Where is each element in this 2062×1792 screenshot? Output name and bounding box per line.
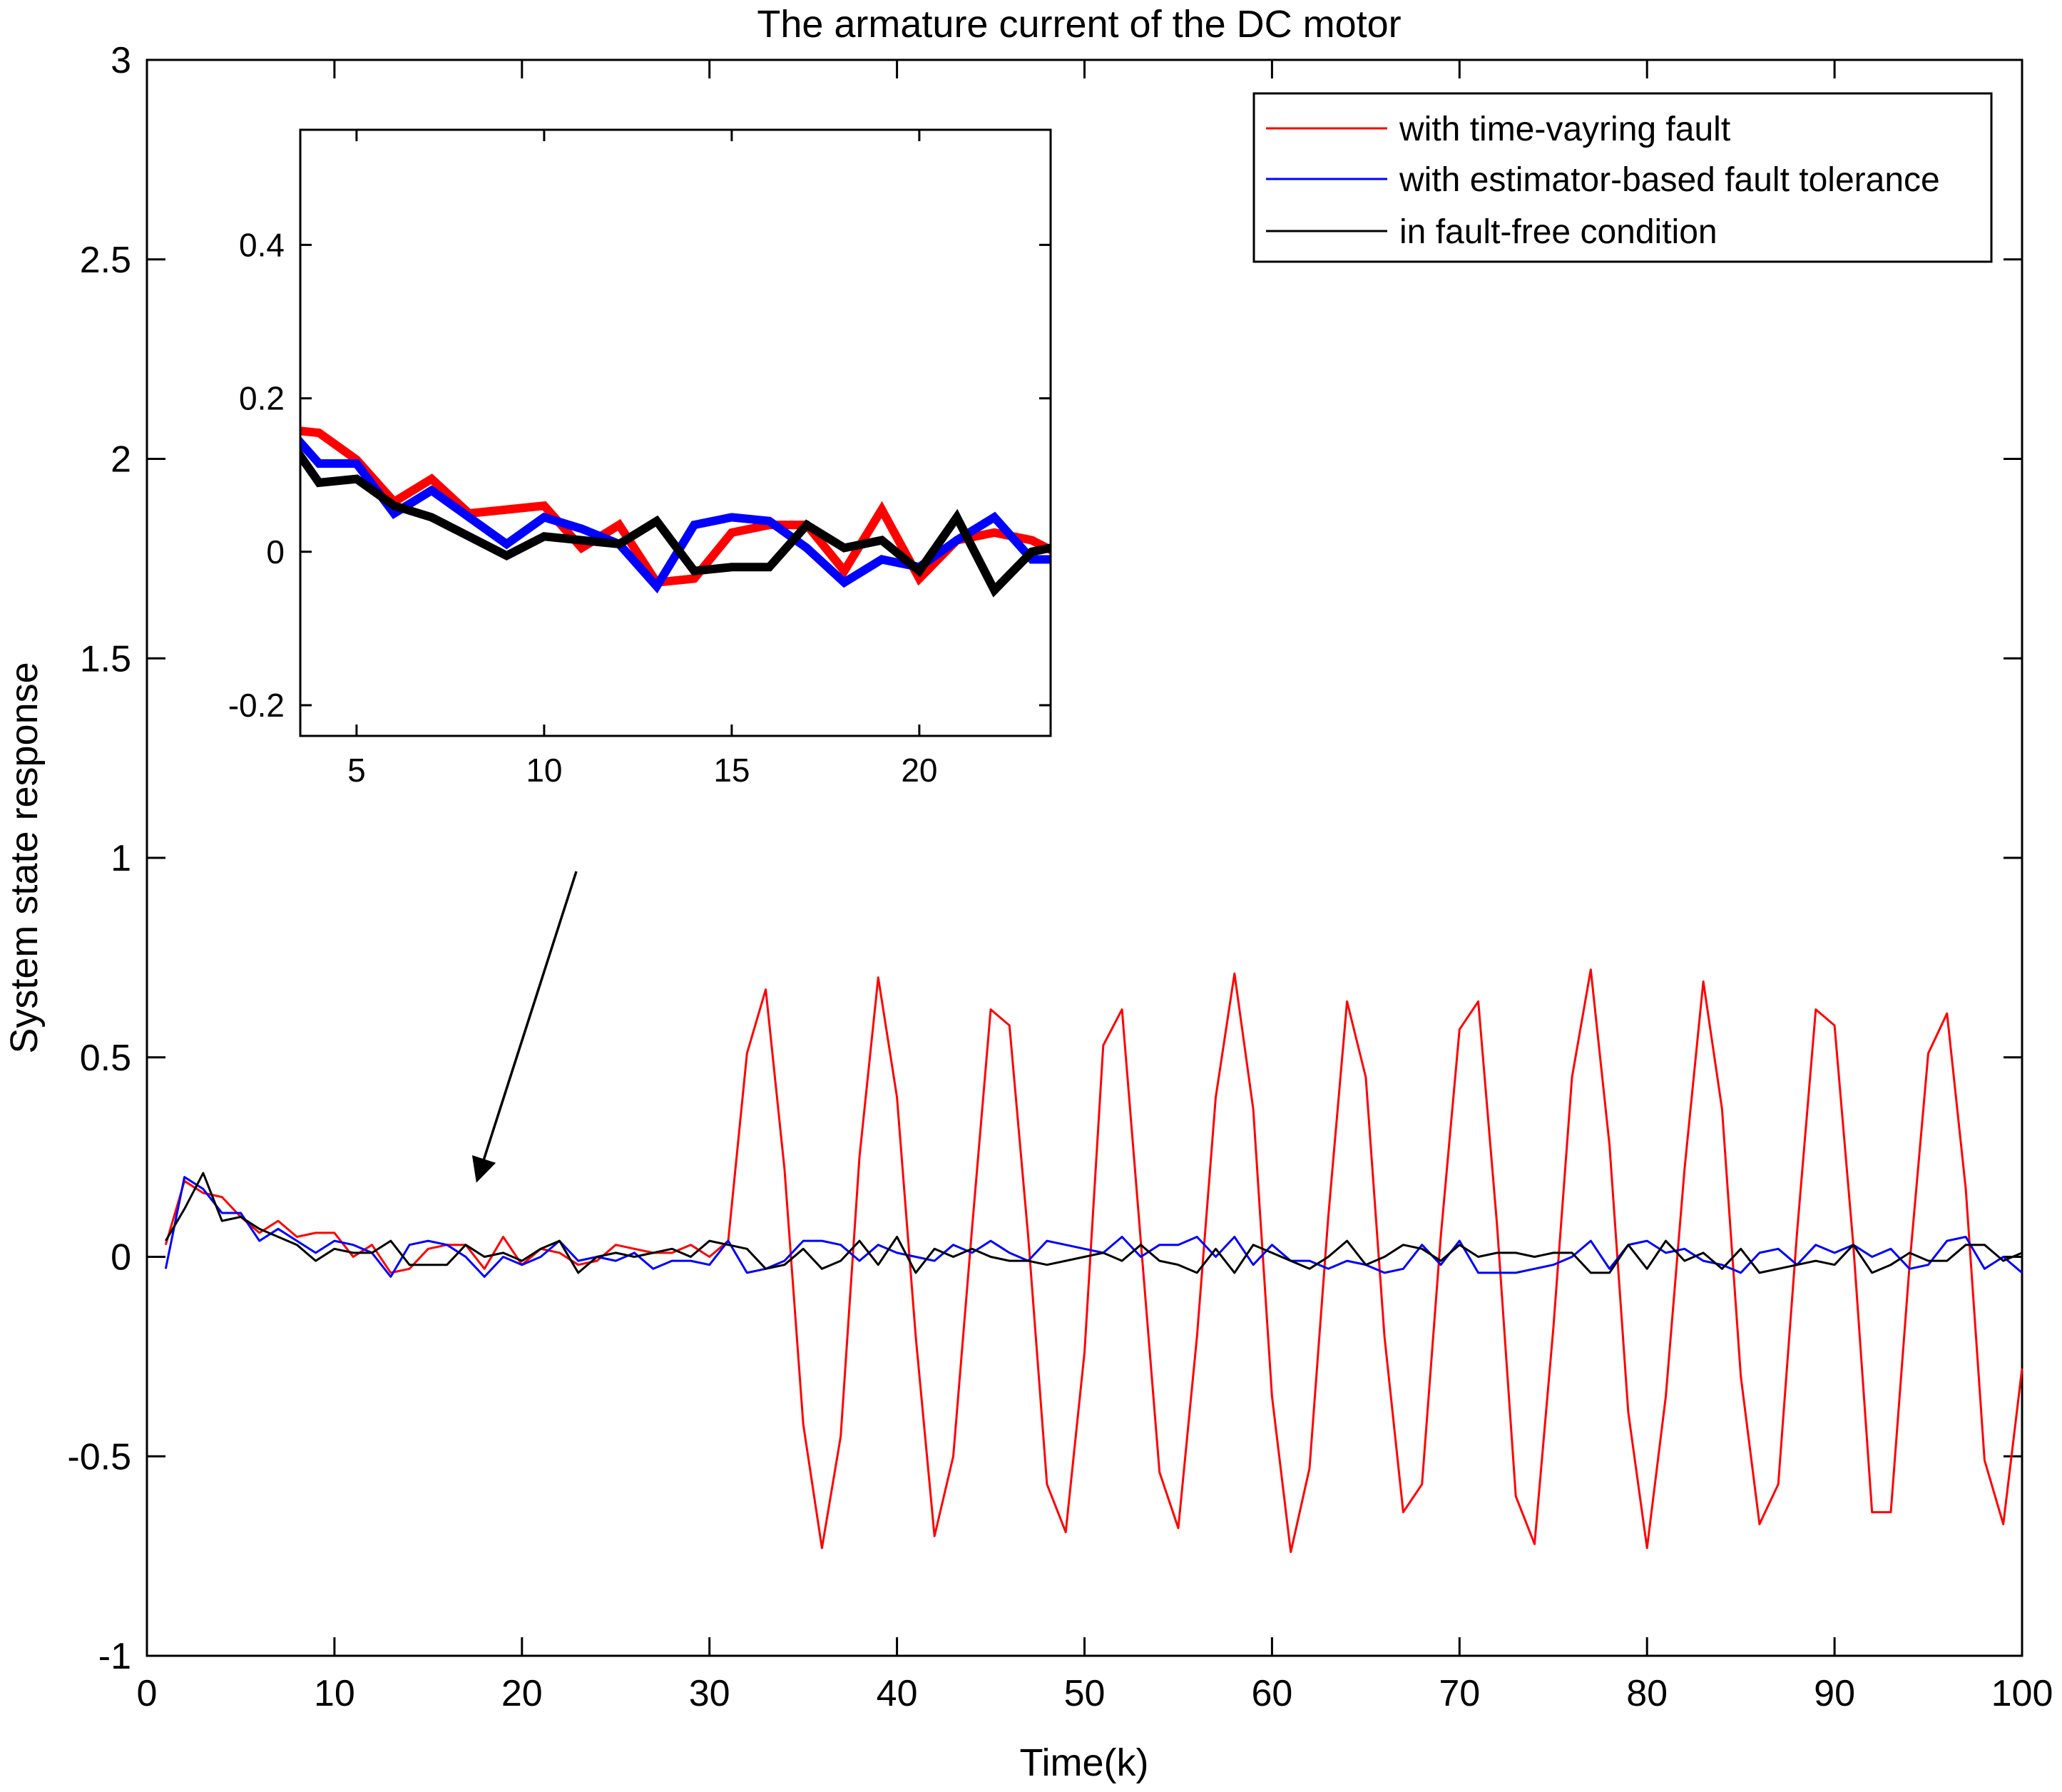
zoom-annotation-arrow (471, 871, 578, 1183)
legend-entry: with time-vayring fault (1266, 111, 1730, 148)
x-tick-label: 90 (1814, 1673, 1855, 1714)
legend-entry: with estimator-based fault tolerance (1266, 161, 1940, 199)
y-tick-label: 0 (111, 1237, 131, 1279)
x-tick-label: 10 (314, 1673, 355, 1714)
x-tick-label: 80 (1626, 1673, 1668, 1714)
legend-entry: in fault-free condition (1266, 213, 1718, 251)
x-tick-label: 20 (501, 1673, 543, 1714)
inset-plot-frame (299, 128, 1052, 737)
inset-series-line-fault (300, 426, 1051, 588)
x-tick-label: 30 (689, 1673, 730, 1714)
inset-series-line-fault-free (300, 448, 1051, 598)
x-tick-label: 100 (1991, 1673, 2053, 1714)
inset-x-tick-label: 10 (526, 752, 562, 789)
series-line-fault-free (165, 1172, 2023, 1274)
y-tick-label: 3 (111, 40, 131, 81)
inset-x-tick-label: 20 (901, 752, 937, 789)
x-tick-label: 70 (1439, 1673, 1480, 1714)
series-line-estimator (164, 1176, 2023, 1278)
main-series-lines (164, 968, 2023, 1553)
x-tick-label: 50 (1064, 1673, 1106, 1714)
y-tick-label: 0.5 (80, 1038, 131, 1079)
inset-axis-ticks (300, 130, 1051, 736)
x-tick-label: 40 (877, 1673, 918, 1714)
y-tick-label: 1.5 (80, 638, 131, 680)
y-axis-label: System state response (3, 662, 46, 1053)
inset-y-tick-label: 0.4 (239, 226, 285, 263)
inset-series-line-estimator (300, 436, 1051, 594)
inset-x-tick-label: 5 (347, 752, 366, 789)
main-axis-ticks (146, 58, 2023, 1657)
x-tick-label: 0 (137, 1673, 158, 1714)
inset-y-tick-label: 0 (266, 533, 285, 570)
legend-label-estimator: with estimator-based fault tolerance (1399, 161, 1940, 199)
x-axis-label: Time(k) (1020, 1741, 1149, 1784)
y-tick-label: 2.5 (80, 240, 131, 281)
inset-series-lines (300, 426, 1051, 598)
inset-axis-tick-labels: 5 10 15 20 -0.2 0 0.2 0.4 (228, 226, 938, 789)
y-tick-label: -0.5 (67, 1436, 131, 1478)
legend-label-fault-free: in fault-free condition (1399, 213, 1718, 251)
main-axis-tick-labels: 0 10 20 30 40 50 60 70 80 90 100-1-0.500.511.522.5… (67, 40, 2053, 1714)
inset-y-tick-label: -0.2 (228, 687, 285, 724)
legend: with time-vayring fault with estimator-b… (1252, 92, 1993, 263)
inset-x-tick-label: 15 (713, 752, 750, 789)
inset-plot-background (300, 130, 1051, 736)
inset-y-tick-label: 0.2 (239, 380, 285, 417)
y-tick-label: -1 (98, 1636, 131, 1677)
y-tick-label: 2 (111, 439, 131, 481)
series-line-fault (164, 968, 2023, 1553)
chart-title: The armature current of the DC motor (757, 3, 1401, 46)
legend-label-fault: with time-vayring fault (1399, 111, 1730, 148)
y-tick-label: 1 (111, 838, 131, 879)
x-tick-label: 60 (1251, 1673, 1292, 1714)
legend-box (1252, 92, 1993, 263)
